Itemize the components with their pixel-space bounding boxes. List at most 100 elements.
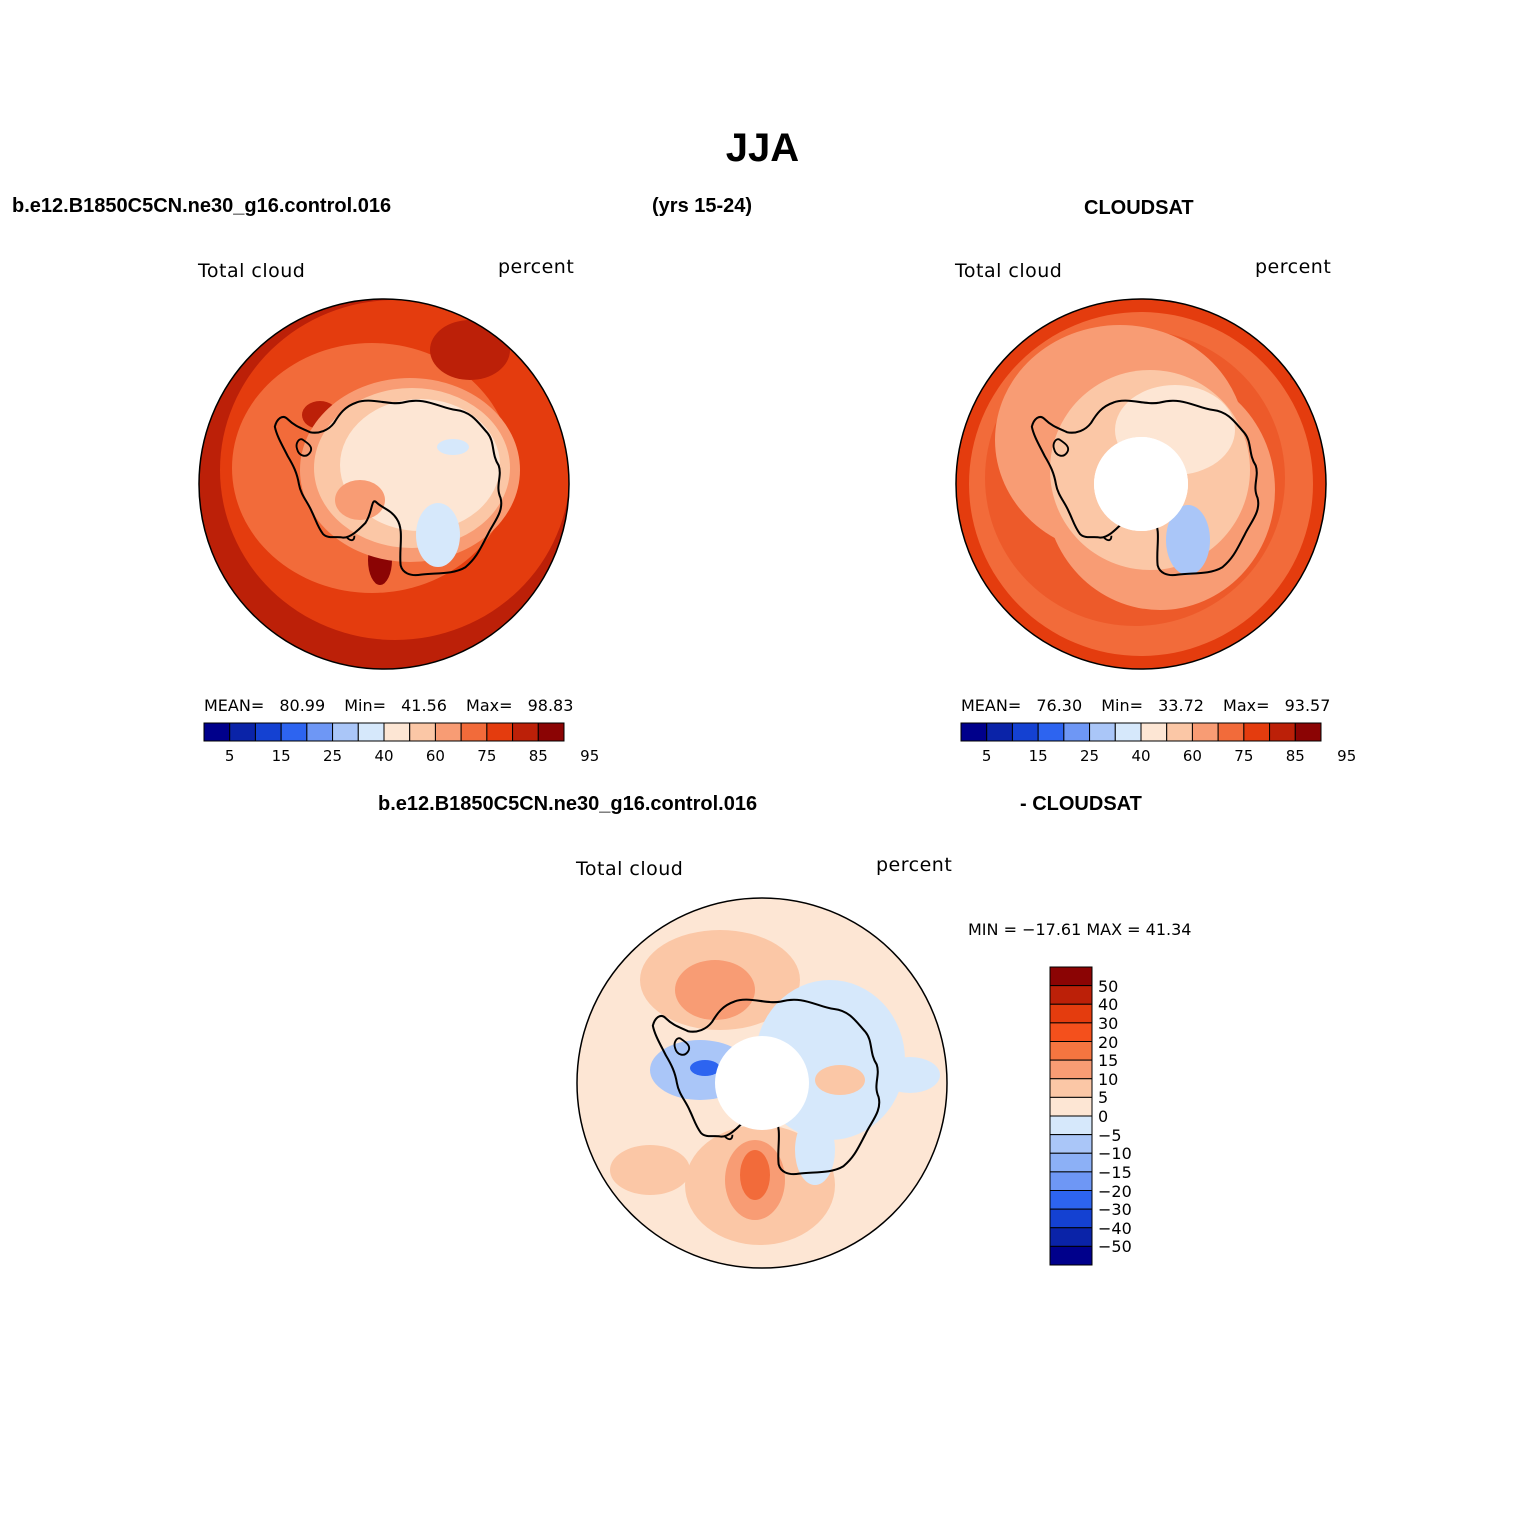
obs-colorbar-box — [1294, 722, 1322, 742]
obs-header: CLOUDSAT — [1084, 197, 1194, 219]
obs-units-label: percent — [1255, 256, 1332, 278]
obs-variable-label: Total cloud — [955, 260, 1063, 282]
model-colorbar-box — [460, 722, 488, 742]
diff-colorbar-box — [1049, 985, 1093, 1005]
obs-mean-value: 76.30 — [1036, 696, 1083, 715]
obs-colorbar-box — [1089, 722, 1116, 742]
obs-colorbar-tick-label: 60 — [1182, 747, 1202, 765]
model-colorbar-box — [512, 722, 539, 742]
diff-colorbar-box — [1049, 1171, 1093, 1191]
model-colorbar-box — [383, 722, 411, 742]
diff-colorbar-tick-label: 50 — [1098, 976, 1119, 996]
diff-colorbar-tick-label: −5 — [1098, 1125, 1122, 1145]
diff-colorbar-box — [1049, 1208, 1093, 1229]
obs-colorbar-box — [1140, 722, 1168, 742]
obs-colorbar-tick-label: 85 — [1285, 747, 1305, 765]
diff-colorbar-box — [1049, 1078, 1093, 1098]
obs-colorbar-tick-label: 95 — [1337, 747, 1357, 765]
obs-colorbar-box — [1063, 722, 1091, 742]
model-max-value: 98.83 — [527, 696, 574, 715]
diff-colorbar — [1049, 966, 1093, 1266]
obs-colorbar-box — [1191, 722, 1219, 742]
model-units-label: percent — [498, 256, 575, 278]
diff-map-border — [576, 897, 948, 1269]
model-colorbar-box — [434, 722, 462, 742]
obs-max-label: Max= — [1223, 696, 1270, 715]
model-colorbar-box — [357, 722, 385, 742]
diff-colorbar-box — [1049, 1041, 1093, 1061]
diff-colorbar-tick-label: −50 — [1098, 1237, 1132, 1257]
diff-colorbar-tick-label: −40 — [1098, 1218, 1132, 1238]
model-colorbar-box — [332, 722, 359, 742]
diff-colorbar-box — [1049, 1059, 1093, 1080]
model-colorbar-tick-label: 85 — [528, 747, 548, 765]
diff-obs-header: - CLOUDSAT — [1020, 793, 1142, 815]
diff-colorbar-box — [1049, 1096, 1093, 1117]
diff-colorbar-box — [1049, 1190, 1093, 1210]
obs-colorbar-box — [960, 722, 988, 742]
model-colorbar-tick-label: 5 — [224, 747, 235, 765]
model-colorbar-tick-label: 15 — [271, 747, 291, 765]
diff-variable-label: Total cloud — [576, 858, 684, 880]
model-colorbar-box — [409, 722, 436, 742]
obs-colorbar-box — [1114, 722, 1142, 742]
diff-colorbar-tick-label: 10 — [1098, 1069, 1119, 1089]
model-colorbar-tick-label: 25 — [323, 747, 343, 765]
model-colorbar-tick-label: 75 — [477, 747, 497, 765]
obs-colorbar-tick-label: 15 — [1028, 747, 1048, 765]
obs-min-label: Min= — [1101, 696, 1144, 715]
diff-colorbar-box — [1049, 1245, 1093, 1266]
obs-colorbar-tick-label: 25 — [1080, 747, 1100, 765]
obs-colorbar-tick-label: 5 — [981, 747, 992, 765]
diff-colorbar-tick-label: −20 — [1098, 1181, 1132, 1201]
diff-minmax-text: MIN = −17.61 MAX = 41.34 — [968, 920, 1192, 939]
diff-colorbar-box — [1049, 1227, 1093, 1247]
obs-colorbar-box — [1217, 722, 1245, 742]
model-colorbar — [203, 722, 565, 742]
model-colorbar-box — [537, 722, 565, 742]
obs-map — [955, 298, 1327, 670]
model-colorbar-box — [203, 722, 231, 742]
diff-colorbar-tick-label: 5 — [1098, 1088, 1109, 1108]
obs-map-border — [955, 298, 1327, 670]
diff-colorbar-box — [1049, 1152, 1093, 1173]
diff-colorbar-tick-label: 40 — [1098, 995, 1119, 1015]
diff-colorbar-box — [1049, 1003, 1093, 1024]
model-min-label: Min= — [344, 696, 387, 715]
page-title: JJA — [725, 126, 800, 170]
case-name-header: b.e12.B1850C5CN.ne30_g16.control.016 — [12, 195, 392, 217]
model-map-border — [198, 298, 570, 670]
diff-units-label: percent — [876, 854, 953, 876]
model-min-value: 41.56 — [401, 696, 447, 715]
obs-stats: MEAN= 76.30 Min= 33.72 Max= 93.57 — [961, 696, 1330, 715]
model-map — [198, 298, 570, 670]
model-colorbar-box — [306, 722, 334, 742]
diff-colorbar-box — [1049, 1022, 1093, 1042]
diff-colorbar-tick-label: 20 — [1098, 1032, 1119, 1052]
diff-colorbar-tick-label: −15 — [1098, 1162, 1132, 1182]
model-max-label: Max= — [466, 696, 513, 715]
model-variable-label: Total cloud — [198, 260, 306, 282]
model-colorbar-box — [280, 722, 308, 742]
diff-colorbar-box — [1049, 966, 1093, 987]
model-mean-label: MEAN= — [204, 696, 265, 715]
obs-colorbar-box — [1166, 722, 1193, 742]
obs-colorbar-box — [1269, 722, 1296, 742]
diff-colorbar-tick-label: 0 — [1098, 1107, 1109, 1126]
diff-colorbar-tick-label: −30 — [1098, 1200, 1132, 1220]
obs-mean-label: MEAN= — [961, 696, 1022, 715]
diff-case-header: b.e12.B1850C5CN.ne30_g16.control.016 — [378, 793, 758, 815]
obs-min-value: 33.72 — [1158, 696, 1204, 715]
model-colorbar-box — [254, 722, 282, 742]
model-colorbar-box — [229, 722, 256, 742]
diff-colorbar-tick-label: 30 — [1098, 1013, 1119, 1033]
model-colorbar-tick-label: 95 — [580, 747, 600, 765]
obs-colorbar-box — [986, 722, 1013, 742]
years-header: (yrs 15-24) — [652, 195, 753, 217]
model-stats: MEAN= 80.99 Min= 41.56 Max= 98.83 — [204, 696, 573, 715]
obs-colorbar-box — [1011, 722, 1039, 742]
obs-colorbar — [960, 722, 1322, 742]
model-colorbar-tick-label: 40 — [374, 747, 394, 765]
obs-colorbar-tick-label: 40 — [1131, 747, 1151, 765]
model-colorbar-tick-label: 60 — [425, 747, 445, 765]
